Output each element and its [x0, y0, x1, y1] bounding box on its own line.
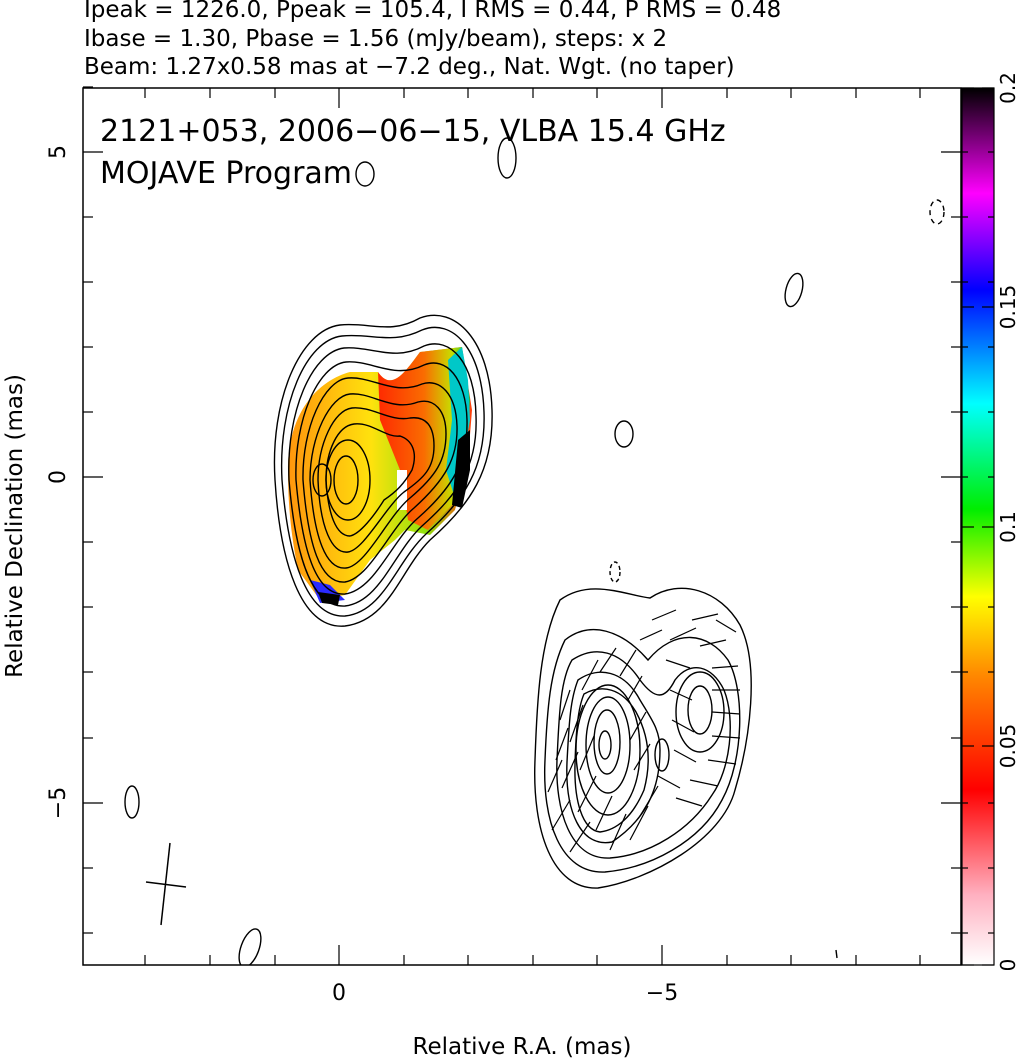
colorbar-label-0: 0: [996, 959, 1020, 972]
y-tick-label-minus5: −5: [46, 787, 71, 819]
y-axis-title: Relative Declination (mas): [2, 374, 28, 678]
y-tick-label-0: 0: [46, 470, 71, 484]
evpa-vectors: [547, 609, 741, 853]
map-title: 2121+053, 2006−06−15, VLBA 15.4 GHz: [100, 114, 726, 149]
header-line-peaks: Ipeak = 1226.0, Ppeak = 105.4, I RMS = 0…: [84, 0, 782, 23]
x-tick-label-0: 0: [332, 981, 346, 1006]
colorbar: 0 0.05 0.1 0.15 0.2: [961, 72, 1020, 972]
colorbar-label-0.1: 0.1: [996, 511, 1020, 543]
map-subtitle: MOJAVE Program: [100, 156, 352, 191]
core-contours: [273, 314, 493, 627]
colorbar-label-0.15: 0.15: [996, 285, 1020, 330]
secondary-contours: [534, 587, 752, 889]
y-tick-label-5: 5: [46, 145, 71, 159]
x-axis-title: Relative R.A. (mas): [413, 1034, 632, 1060]
header-line-beam: Beam: 1.27x0.58 mas at −7.2 deg., Nat. W…: [84, 54, 735, 80]
colorbar-label-0.2: 0.2: [996, 72, 1020, 104]
colorbar-label-0.05: 0.05: [996, 724, 1020, 769]
isolated-contours: [124, 137, 945, 965]
beam-cross: [145, 842, 187, 926]
axis-ticks: [83, 86, 961, 965]
x-tick-label-minus5: −5: [646, 981, 678, 1006]
header-line-base: Ibase = 1.30, Pbase = 1.56 (mJy/beam), s…: [84, 26, 668, 52]
plot-frame: [82, 87, 962, 966]
map-content: [124, 137, 945, 965]
